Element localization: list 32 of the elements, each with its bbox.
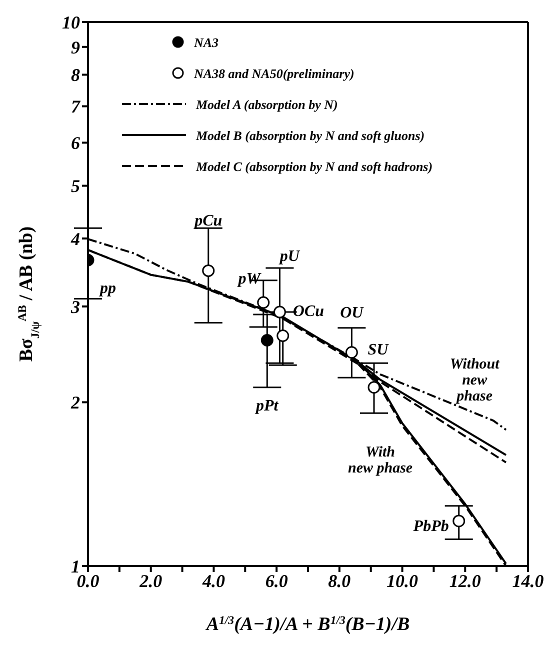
y-tick-label: 5 <box>71 176 80 196</box>
y-tick-label: 8 <box>71 65 80 86</box>
x-tick-label: 12.0 <box>449 570 481 591</box>
annotation: OCu <box>292 302 324 320</box>
y-tick-label: 4 <box>70 228 80 249</box>
annotation: pp <box>98 280 116 298</box>
y-tick-label: 9 <box>71 37 80 58</box>
x-tick-label: 4.0 <box>201 570 225 591</box>
y-tick-label: 3 <box>70 296 80 317</box>
annotation: pU <box>278 248 301 266</box>
legend-label: Model C (absorption by N and soft hadrons) <box>195 159 433 174</box>
legend-label: Model A (absorption by N) <box>195 97 338 112</box>
annotation: With new phase <box>348 444 413 476</box>
x-tick-label: 2.0 <box>138 570 162 591</box>
annotation: SU <box>368 341 390 358</box>
y-tick-label: 7 <box>71 96 81 117</box>
legend-label: NA3 <box>193 35 220 50</box>
x-tick-label: 6.0 <box>265 570 288 591</box>
annotation: OU <box>340 304 365 322</box>
annotation: pCu <box>192 212 222 230</box>
y-tick-label: 2 <box>70 392 80 413</box>
legend-label: Model B (absorption by N and soft gluons) <box>195 128 425 143</box>
annotation: pPt <box>254 397 279 414</box>
x-tick-label: 14.0 <box>512 570 544 591</box>
x-axis-title: A$^{1/3}$(A−1)/A + B$^{1/3}$(B−1)/B <box>205 614 410 635</box>
y-tick-label: 6 <box>71 133 80 154</box>
x-tick-label: 10.0 <box>386 570 418 591</box>
annotation: PbPb <box>412 518 449 535</box>
y-tick-label: 10 <box>62 12 80 32</box>
x-tick-label: 8.0 <box>328 570 351 591</box>
annotation: Without new phase <box>450 356 500 405</box>
legend-label: NA38 and NA50(preliminary) <box>193 66 354 81</box>
